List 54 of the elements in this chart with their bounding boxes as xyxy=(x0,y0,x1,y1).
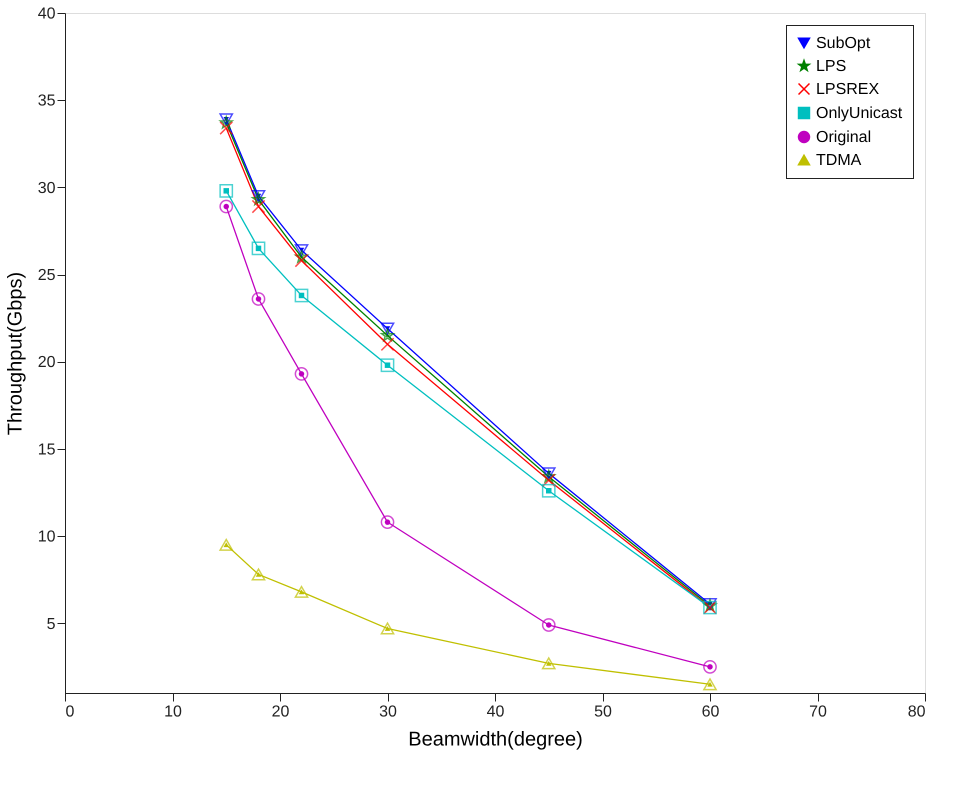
point xyxy=(380,515,394,529)
point xyxy=(380,328,394,342)
point xyxy=(220,116,233,129)
x-tick-label: 80 xyxy=(908,704,926,720)
x-axis-title: Beamwidth(degree) xyxy=(408,728,583,750)
legend-label: LPSREX xyxy=(816,81,880,98)
point xyxy=(219,184,234,198)
x-tick-label: 60 xyxy=(702,704,720,720)
point xyxy=(542,484,556,498)
point xyxy=(252,242,266,256)
x-tick-label: 10 xyxy=(164,704,182,720)
point xyxy=(252,292,266,306)
point xyxy=(380,622,394,635)
point xyxy=(294,288,308,302)
legend-label: OnlyUnicast xyxy=(816,105,903,122)
x-tick-label: 30 xyxy=(379,704,397,720)
y-axis-title: Throughput(Gbps) xyxy=(4,272,27,436)
point xyxy=(294,250,308,263)
legend-label: SubOpt xyxy=(816,35,871,52)
legend-label: LPS xyxy=(816,58,846,75)
x-tick-label: 20 xyxy=(272,704,290,720)
x-tick-label: 70 xyxy=(809,704,827,720)
y-tick-label: 10 xyxy=(38,528,56,546)
point xyxy=(294,254,308,268)
point xyxy=(703,678,717,690)
y-tick-label: 35 xyxy=(38,92,56,110)
point xyxy=(380,337,394,352)
y-tick-label: 40 xyxy=(38,6,56,22)
legend-label: TDMA xyxy=(816,152,862,169)
point xyxy=(380,358,394,372)
point xyxy=(380,322,394,335)
point xyxy=(542,470,556,483)
point xyxy=(252,200,266,214)
point xyxy=(294,367,308,381)
y-tick-label: 20 xyxy=(38,354,56,372)
y-tick-label: 25 xyxy=(38,267,56,284)
point xyxy=(542,618,556,632)
x-tick-label: 50 xyxy=(594,704,612,720)
point xyxy=(219,538,234,551)
point xyxy=(252,192,266,206)
point xyxy=(542,473,556,488)
point xyxy=(219,121,234,135)
legend-label: Original xyxy=(816,129,872,146)
point xyxy=(219,200,234,214)
x-tick-label: 0 xyxy=(66,704,74,720)
point xyxy=(252,568,266,580)
point xyxy=(294,586,308,598)
y-tick-label: 5 xyxy=(46,616,56,633)
point xyxy=(703,660,717,674)
y-tick-label: 15 xyxy=(38,441,56,458)
x-tick-label: 40 xyxy=(486,704,504,720)
point xyxy=(294,244,308,256)
y-tick-label: 30 xyxy=(38,180,56,197)
point xyxy=(542,657,556,670)
